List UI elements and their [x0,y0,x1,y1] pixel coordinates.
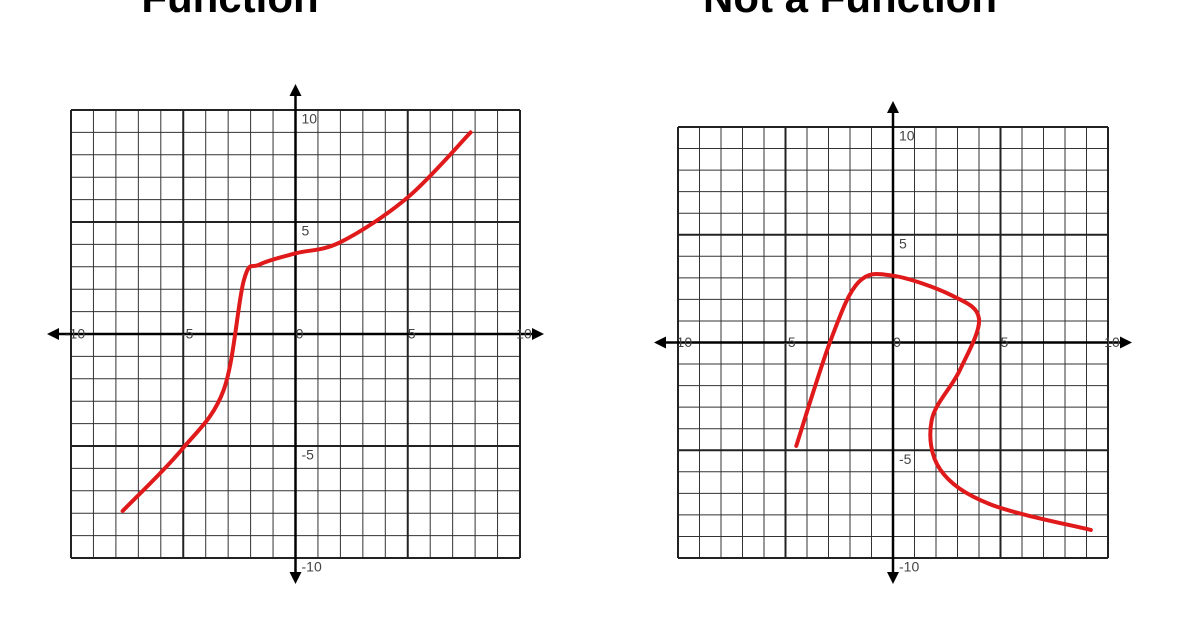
arrow [532,328,544,340]
y-tick-label: -10 [899,559,919,575]
arrow [887,101,899,113]
curve [794,271,1093,532]
y-tick-label: -10 [302,559,322,575]
x-tick-label: -5 [181,326,194,342]
arrow [289,572,302,584]
curve [120,130,473,513]
chart: Function -10 -5 0 5 10 -10 -5 5 10 [47,0,544,584]
x-tick-label: 10 [1104,334,1120,350]
x-tick-label: 0 [893,334,901,350]
y-tick-label: -5 [899,451,912,467]
arrow [654,336,666,349]
x-tick-label: -10 [672,334,692,350]
x-tick-label: 5 [1001,334,1009,350]
chart-title: Function [141,0,318,21]
arrow [887,572,899,584]
x-tick-label: -5 [783,334,796,350]
x-tick-label: 0 [296,326,304,342]
x-tick-label: -10 [65,326,85,342]
y-tick-label: 5 [899,235,907,251]
arrow [1120,336,1132,349]
x-tick-label: 10 [516,326,532,342]
chart: Not a Function -10 -5 0 5 10 -10 -5 5 10 [654,0,1132,584]
y-tick-label: 5 [302,223,310,239]
arrow [47,328,59,340]
x-tick-label: 5 [408,326,416,342]
arrow [289,84,302,96]
y-tick-label: 10 [302,111,318,127]
y-tick-label: 10 [899,128,915,144]
y-tick-label: -5 [302,447,315,463]
chart-title: Not a Function [703,0,997,21]
